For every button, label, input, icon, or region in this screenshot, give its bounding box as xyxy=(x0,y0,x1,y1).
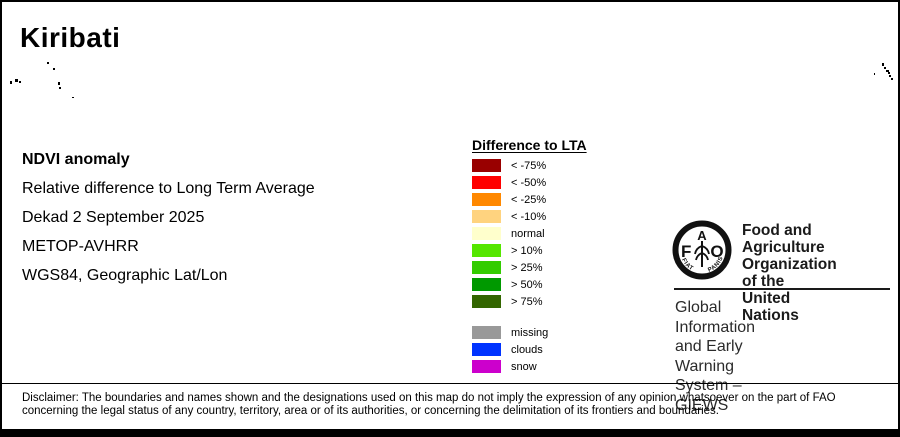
legend-class-label: > 75% xyxy=(511,295,543,308)
fao-divider xyxy=(674,288,890,290)
legend-class-row: < -10% xyxy=(472,210,587,223)
island-dot xyxy=(72,97,74,98)
legend-class-label: normal xyxy=(511,227,545,240)
legend-class-label: < -50% xyxy=(511,176,547,189)
legend-extra-rows: missing clouds snow xyxy=(472,326,587,373)
fao-logo-letter-a: A xyxy=(697,228,707,243)
legend-extra-swatch xyxy=(472,360,501,373)
island-dot xyxy=(886,70,889,72)
fao-logo-letter-f: F xyxy=(681,242,691,261)
island-dot xyxy=(884,67,886,69)
legend-class-row: > 10% xyxy=(472,244,587,257)
giews-line: Global Information and Early xyxy=(675,299,756,355)
legend-extra-label: missing xyxy=(511,326,549,339)
legend-class-swatch xyxy=(472,244,501,257)
page-title: Kiribati xyxy=(20,22,121,53)
giews-line: Warning System – GIEWS xyxy=(675,357,742,414)
island-dot xyxy=(882,63,884,66)
legend-class-rows: < -75% < -50% < -25% < -10% normal > 10% > 25%… xyxy=(472,159,587,308)
legend-class-row: > 25% xyxy=(472,261,587,274)
legend-class-label: > 10% xyxy=(511,244,543,257)
legend-class-swatch xyxy=(472,261,501,274)
island-dot xyxy=(19,81,21,83)
fao-logo-letter-o: O xyxy=(710,242,723,261)
info-line-sensor: METOP-AVHRR xyxy=(22,238,139,255)
legend-class-swatch xyxy=(472,176,501,189)
legend-class-swatch xyxy=(472,193,501,206)
legend-class-swatch xyxy=(472,295,501,308)
island-dot xyxy=(889,75,891,77)
legend-class-label: > 50% xyxy=(511,278,543,291)
legend-class-swatch xyxy=(472,159,501,172)
island-dot xyxy=(888,72,890,74)
fao-org-line: Organization of the xyxy=(742,256,837,290)
disclaimer-divider xyxy=(2,383,898,384)
legend-class-swatch xyxy=(472,210,501,223)
map-info-block: NDVI anomaly Relative difference to Long… xyxy=(22,145,315,290)
legend-class-row: > 75% xyxy=(472,295,587,308)
legend-extra-row: missing xyxy=(472,326,587,339)
fao-logo-icon: F A O FIAT PANIS xyxy=(672,220,732,280)
island-dot xyxy=(47,62,49,64)
legend-class-label: < -10% xyxy=(511,210,547,223)
disclaimer-text: Disclaimer: The boundaries and names sho… xyxy=(22,392,892,418)
island-dot xyxy=(874,73,875,75)
legend: Difference to LTA < -75% < -50% < -25% < -1… xyxy=(472,137,587,377)
legend-class-label: > 25% xyxy=(511,261,543,274)
legend-class-row: > 50% xyxy=(472,278,587,291)
legend-class-label: < -75% xyxy=(511,159,547,172)
fao-org-line: Food and Agriculture xyxy=(742,222,825,256)
info-heading: NDVI anomaly xyxy=(22,151,130,168)
legend-extra-label: snow xyxy=(511,360,537,373)
info-line-projection: WGS84, Geographic Lat/Lon xyxy=(22,267,228,284)
info-line-dekad: Dekad 2 September 2025 xyxy=(22,209,205,226)
legend-extra-swatch xyxy=(472,326,501,339)
island-dot xyxy=(53,68,55,70)
info-line-subtitle: Relative difference to Long Term Average xyxy=(22,180,315,197)
legend-extra-row: snow xyxy=(472,360,587,373)
legend-class-row: < -25% xyxy=(472,193,587,206)
island-dot xyxy=(58,82,60,85)
legend-gap xyxy=(472,312,587,326)
island-dot xyxy=(10,81,12,84)
legend-class-label: < -25% xyxy=(511,193,547,206)
legend-class-row: normal xyxy=(472,227,587,240)
giews-label: Global Information and Early Warning Sys… xyxy=(675,298,755,415)
legend-title: Difference to LTA xyxy=(472,137,587,153)
fao-org-line: United Nations xyxy=(742,290,799,324)
legend-class-row: < -75% xyxy=(472,159,587,172)
legend-extra-label: clouds xyxy=(511,343,543,356)
wheat-leaves-icon xyxy=(694,245,710,261)
island-dot xyxy=(891,78,893,80)
legend-class-swatch xyxy=(472,227,501,240)
island-dot xyxy=(59,87,61,89)
fao-org-name: Food and Agriculture Organization of the… xyxy=(742,222,837,324)
legend-class-swatch xyxy=(472,278,501,291)
legend-extra-swatch xyxy=(472,343,501,356)
disclaimer-line: concerning the legal status of any count… xyxy=(22,405,719,417)
legend-class-row: < -50% xyxy=(472,176,587,189)
disclaimer-line: Disclaimer: The boundaries and names sho… xyxy=(22,392,836,404)
legend-extra-row: clouds xyxy=(472,343,587,356)
island-dot xyxy=(15,79,18,82)
